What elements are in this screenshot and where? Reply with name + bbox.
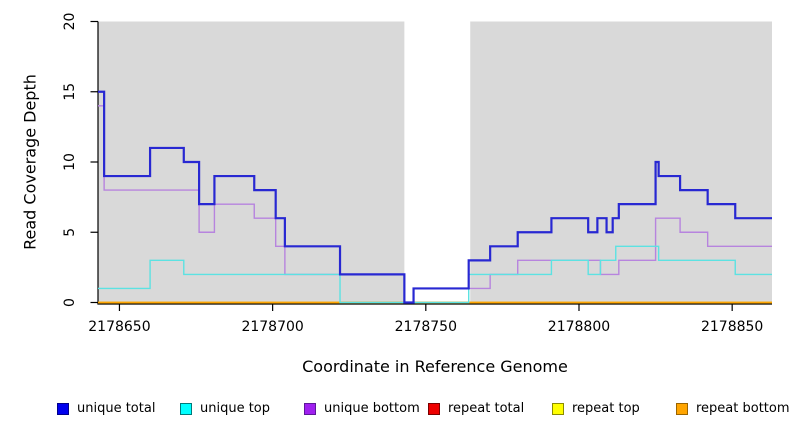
y-tick-label: 10 bbox=[62, 153, 78, 171]
series-line-unique-total bbox=[98, 90, 772, 304]
series-line-unique-top bbox=[98, 245, 772, 304]
y-tick-label: 5 bbox=[62, 228, 78, 237]
y-axis-title: Read Coverage Depth bbox=[20, 74, 40, 250]
x-tick-label: 2178750 bbox=[395, 319, 457, 335]
y-tick-label: 0 bbox=[62, 298, 78, 307]
x-tick-label: 2178700 bbox=[241, 319, 303, 335]
y-tick-label: 15 bbox=[62, 83, 78, 101]
x-axis-title: Coordinate in Reference Genome bbox=[302, 357, 568, 376]
x-tick-label: 2178850 bbox=[701, 319, 763, 335]
coverage-gap-band bbox=[404, 21, 471, 304]
x-tick-label: 2178800 bbox=[548, 319, 610, 335]
x-tick-label: 2178650 bbox=[88, 319, 150, 335]
y-tick-label: 20 bbox=[62, 13, 78, 31]
